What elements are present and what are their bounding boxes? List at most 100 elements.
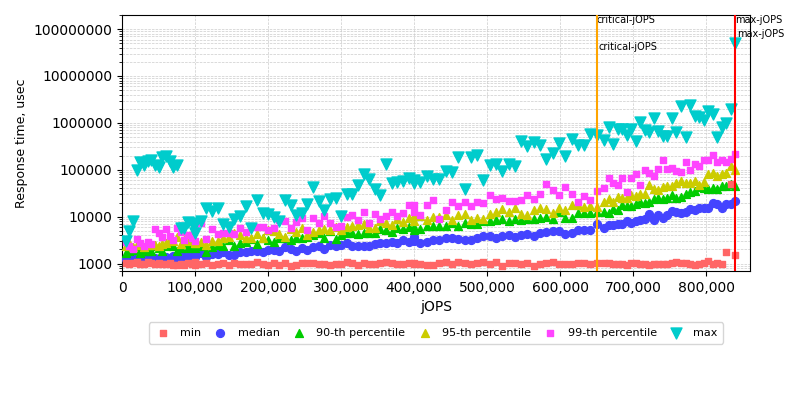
95-th percentile: [452, 212, 465, 218]
95-th percentile: [693, 182, 706, 188]
95-th percentile: [715, 170, 728, 177]
90-th percentile: [402, 224, 415, 230]
90-th percentile: [138, 248, 150, 254]
90-th percentile: [170, 247, 183, 254]
max: [222, 224, 235, 230]
99-th percentile: [725, 156, 738, 162]
min: [452, 259, 465, 266]
99-th percentile: [142, 239, 154, 245]
min: [374, 260, 387, 266]
90-th percentile: [318, 235, 330, 241]
max: [598, 137, 610, 144]
min: [729, 252, 742, 258]
max: [206, 208, 218, 215]
Text: critical-jOPS: critical-jOPS: [597, 16, 655, 26]
max: [559, 152, 572, 159]
median: [553, 228, 566, 234]
95-th percentile: [256, 235, 269, 241]
95-th percentile: [152, 243, 165, 250]
95-th percentile: [334, 227, 347, 233]
median: [217, 249, 230, 256]
90-th percentile: [477, 217, 490, 224]
95-th percentile: [222, 234, 235, 240]
99-th percentile: [625, 175, 638, 182]
90-th percentile: [380, 227, 393, 233]
90-th percentile: [306, 232, 319, 238]
99-th percentile: [380, 213, 393, 219]
median: [163, 256, 176, 262]
min: [295, 260, 308, 266]
median: [661, 212, 674, 218]
min: [380, 259, 393, 266]
median: [329, 243, 342, 249]
max: [167, 163, 180, 170]
min: [661, 260, 674, 267]
min: [693, 260, 706, 267]
median: [616, 221, 629, 228]
99-th percentile: [374, 216, 387, 222]
90-th percentile: [312, 230, 325, 236]
95-th percentile: [156, 241, 169, 247]
max: [674, 103, 687, 110]
max: [386, 180, 398, 186]
median: [502, 232, 515, 238]
99-th percentile: [534, 191, 546, 198]
min: [634, 260, 646, 267]
min: [352, 262, 365, 268]
min: [149, 261, 162, 267]
min: [189, 259, 202, 265]
90-th percentile: [590, 209, 603, 216]
99-th percentile: [527, 195, 540, 202]
max: [470, 152, 483, 158]
max: [620, 132, 633, 138]
min: [715, 260, 728, 267]
99-th percentile: [256, 224, 269, 230]
95-th percentile: [496, 206, 509, 212]
99-th percentile: [123, 242, 136, 249]
95-th percentile: [352, 222, 365, 228]
95-th percentile: [634, 190, 646, 197]
95-th percentile: [647, 186, 660, 192]
99-th percentile: [306, 215, 319, 221]
median: [262, 247, 274, 254]
max: [706, 111, 719, 117]
median: [408, 237, 421, 244]
95-th percentile: [262, 227, 274, 233]
max: [189, 229, 202, 236]
90-th percentile: [363, 230, 376, 236]
min: [156, 261, 169, 267]
90-th percentile: [182, 245, 194, 251]
max: [521, 143, 534, 150]
min: [527, 262, 540, 269]
max: [217, 221, 230, 227]
min: [408, 259, 421, 266]
99-th percentile: [446, 199, 458, 206]
median: [386, 238, 398, 245]
99-th percentile: [402, 202, 415, 208]
min: [178, 261, 190, 268]
min: [391, 261, 404, 268]
Text: critical-jOPS: critical-jOPS: [599, 42, 658, 52]
90-th percentile: [346, 230, 359, 236]
max: [200, 205, 213, 212]
90-th percentile: [521, 215, 534, 222]
max: [267, 214, 280, 220]
95-th percentile: [358, 220, 370, 227]
max: [290, 212, 302, 218]
max: [156, 154, 169, 160]
max: [211, 205, 224, 212]
min: [211, 261, 224, 267]
Y-axis label: Response time, usec: Response time, usec: [15, 78, 28, 208]
99-th percentile: [470, 199, 483, 205]
95-th percentile: [698, 179, 710, 185]
95-th percentile: [470, 215, 483, 221]
90-th percentile: [267, 238, 280, 245]
99-th percentile: [130, 236, 143, 242]
90-th percentile: [130, 246, 143, 252]
95-th percentile: [433, 214, 446, 220]
min: [446, 260, 458, 267]
90-th percentile: [163, 240, 176, 247]
max: [134, 158, 147, 165]
max: [465, 154, 478, 160]
99-th percentile: [465, 203, 478, 210]
